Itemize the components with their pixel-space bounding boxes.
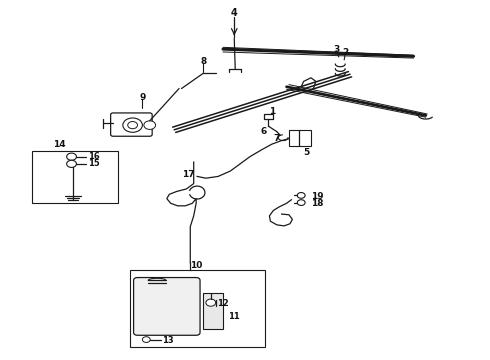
Circle shape <box>67 153 76 160</box>
Text: 8: 8 <box>200 57 207 66</box>
Text: 10: 10 <box>190 261 202 270</box>
Circle shape <box>206 299 216 306</box>
Text: 7: 7 <box>273 134 280 143</box>
Text: 15: 15 <box>88 159 99 168</box>
Circle shape <box>143 337 150 342</box>
FancyBboxPatch shape <box>134 278 200 335</box>
Text: 1: 1 <box>269 107 275 116</box>
Text: 12: 12 <box>217 299 229 308</box>
Bar <box>289 130 311 146</box>
Text: 3: 3 <box>333 45 340 54</box>
Text: 18: 18 <box>311 199 323 208</box>
Text: 6: 6 <box>261 127 267 136</box>
Bar <box>203 293 223 329</box>
FancyBboxPatch shape <box>111 113 152 136</box>
Text: 14: 14 <box>53 140 66 149</box>
Circle shape <box>128 122 138 129</box>
Circle shape <box>67 160 76 167</box>
Circle shape <box>123 118 143 132</box>
Text: 16: 16 <box>88 152 99 161</box>
Circle shape <box>297 200 305 206</box>
Text: 17: 17 <box>182 170 195 179</box>
Text: 19: 19 <box>311 192 323 201</box>
Text: 9: 9 <box>139 93 146 102</box>
Text: 4: 4 <box>231 8 238 18</box>
Text: 13: 13 <box>162 336 173 345</box>
Bar <box>32 151 118 203</box>
Circle shape <box>297 193 305 198</box>
Text: 5: 5 <box>303 148 309 157</box>
Text: 11: 11 <box>228 312 240 321</box>
Bar <box>130 270 265 347</box>
Text: 2: 2 <box>342 48 348 57</box>
Circle shape <box>144 121 156 130</box>
